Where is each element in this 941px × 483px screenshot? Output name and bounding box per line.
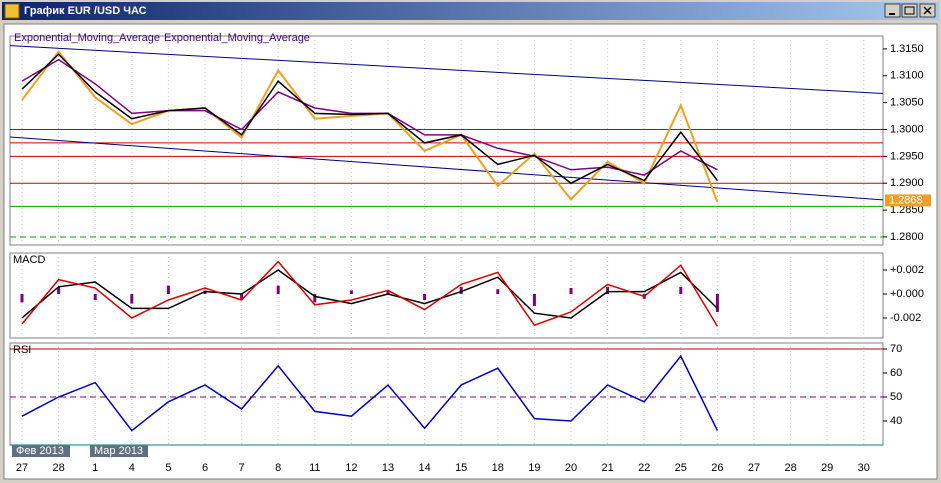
chart-area [3, 23, 938, 480]
x-tick-label: 21 [601, 462, 613, 474]
app-icon [4, 3, 20, 19]
y-tick-label: 1.3000 [890, 123, 924, 135]
histogram-bar [130, 294, 134, 304]
y-tick-label: -0.002 [890, 312, 921, 324]
series-line [21, 269, 718, 319]
y-tick-label: 1.2900 [890, 177, 924, 189]
histogram-bar [679, 286, 683, 295]
maximize-icon [904, 6, 915, 15]
window-title: График EUR /USD ЧАС [24, 5, 147, 17]
title-bar [2, 2, 939, 20]
period-label: Фев 2013 [16, 445, 64, 457]
minimize-button[interactable] [884, 3, 901, 18]
series-line [21, 53, 718, 185]
y-tick-label: +0.000 [890, 288, 924, 300]
charts: 1.3150 1.3100 1.3050 1.3000 1.2950 1.2900 1.28… [9, 32, 931, 474]
x-tick-label: 19 [528, 462, 540, 474]
histogram-bar [313, 294, 317, 303]
y-tick-label: 70 [890, 343, 902, 355]
y-tick-label: 1.2850 [890, 204, 924, 216]
series-line [21, 354, 719, 432]
y-tick-label: 50 [890, 391, 902, 403]
y-tick-label: 1.3050 [890, 97, 924, 109]
histogram-bar [276, 285, 280, 295]
histogram-bar [93, 294, 97, 300]
histogram-bar [386, 290, 390, 295]
x-tick-label: 1 [92, 462, 98, 474]
histogram-bar [240, 294, 244, 300]
x-tick-label: 27 [16, 462, 28, 474]
series-line [21, 260, 719, 327]
x-tick-label: 4 [129, 462, 135, 474]
x-tick-label: 18 [492, 462, 504, 474]
histogram-bar [606, 286, 610, 295]
x-tick-label: 22 [638, 462, 650, 474]
last-price-label: 1.2868 [889, 194, 923, 206]
x-tick-label: 28 [784, 462, 796, 474]
histogram-bar [423, 294, 427, 300]
last-price-box [885, 194, 931, 207]
x-tick-label: 6 [202, 462, 208, 474]
x-tick-label: 27 [748, 462, 760, 474]
x-tick-label: 30 [858, 462, 870, 474]
trend-line [9, 45, 884, 94]
period-label: Мар 2013 [94, 445, 143, 457]
trend-line [9, 136, 884, 201]
y-tick-label: 1.2800 [890, 231, 924, 243]
y-tick-label: 1.2950 [890, 150, 924, 162]
histogram-bar [20, 294, 24, 303]
period-label-box [90, 445, 148, 457]
y-tick-label: 60 [890, 367, 902, 379]
histogram-bar [166, 285, 170, 295]
x-tick-label: 11 [309, 462, 320, 474]
legend-entry: Exponential_Moving_Average [164, 32, 310, 44]
x-tick-label: 12 [345, 462, 357, 474]
y-tick-label: 1.3150 [890, 43, 924, 55]
y-tick-label: +0.002 [890, 264, 924, 276]
histogram-bar [569, 288, 573, 295]
y-tick-label: 40 [890, 415, 902, 427]
x-tick-label: 20 [565, 462, 577, 474]
period-label-box [12, 445, 70, 457]
histogram-bar [57, 286, 61, 295]
x-tick-label: 5 [165, 462, 171, 474]
histogram-bar [496, 289, 500, 295]
x-tick-label: 26 [711, 462, 723, 474]
x-tick-label: 13 [382, 462, 394, 474]
histogram-bar [349, 290, 353, 295]
x-tick-label: 15 [455, 462, 467, 474]
histogram-bar [715, 294, 719, 312]
panel-frame [9, 35, 884, 246]
x-tick-label: 25 [675, 462, 687, 474]
histogram-bar [459, 286, 463, 295]
x-tick-label: 7 [239, 462, 245, 474]
x-tick-label: 14 [418, 462, 430, 474]
x-tick-label: 29 [821, 462, 833, 474]
maximize-button[interactable] [901, 3, 918, 18]
histogram-bar [532, 294, 536, 306]
window-buttons [884, 3, 936, 18]
panel-frame [9, 252, 884, 339]
x-tick-label: 28 [52, 462, 64, 474]
panel-title: MACD [13, 254, 45, 266]
legend-entry: Exponential_Moving_Average [14, 32, 160, 44]
x-tick-label: 8 [275, 462, 281, 474]
y-tick-label: 1.3100 [890, 70, 924, 82]
panel-title: RSI [13, 344, 31, 356]
close-icon [923, 6, 932, 15]
